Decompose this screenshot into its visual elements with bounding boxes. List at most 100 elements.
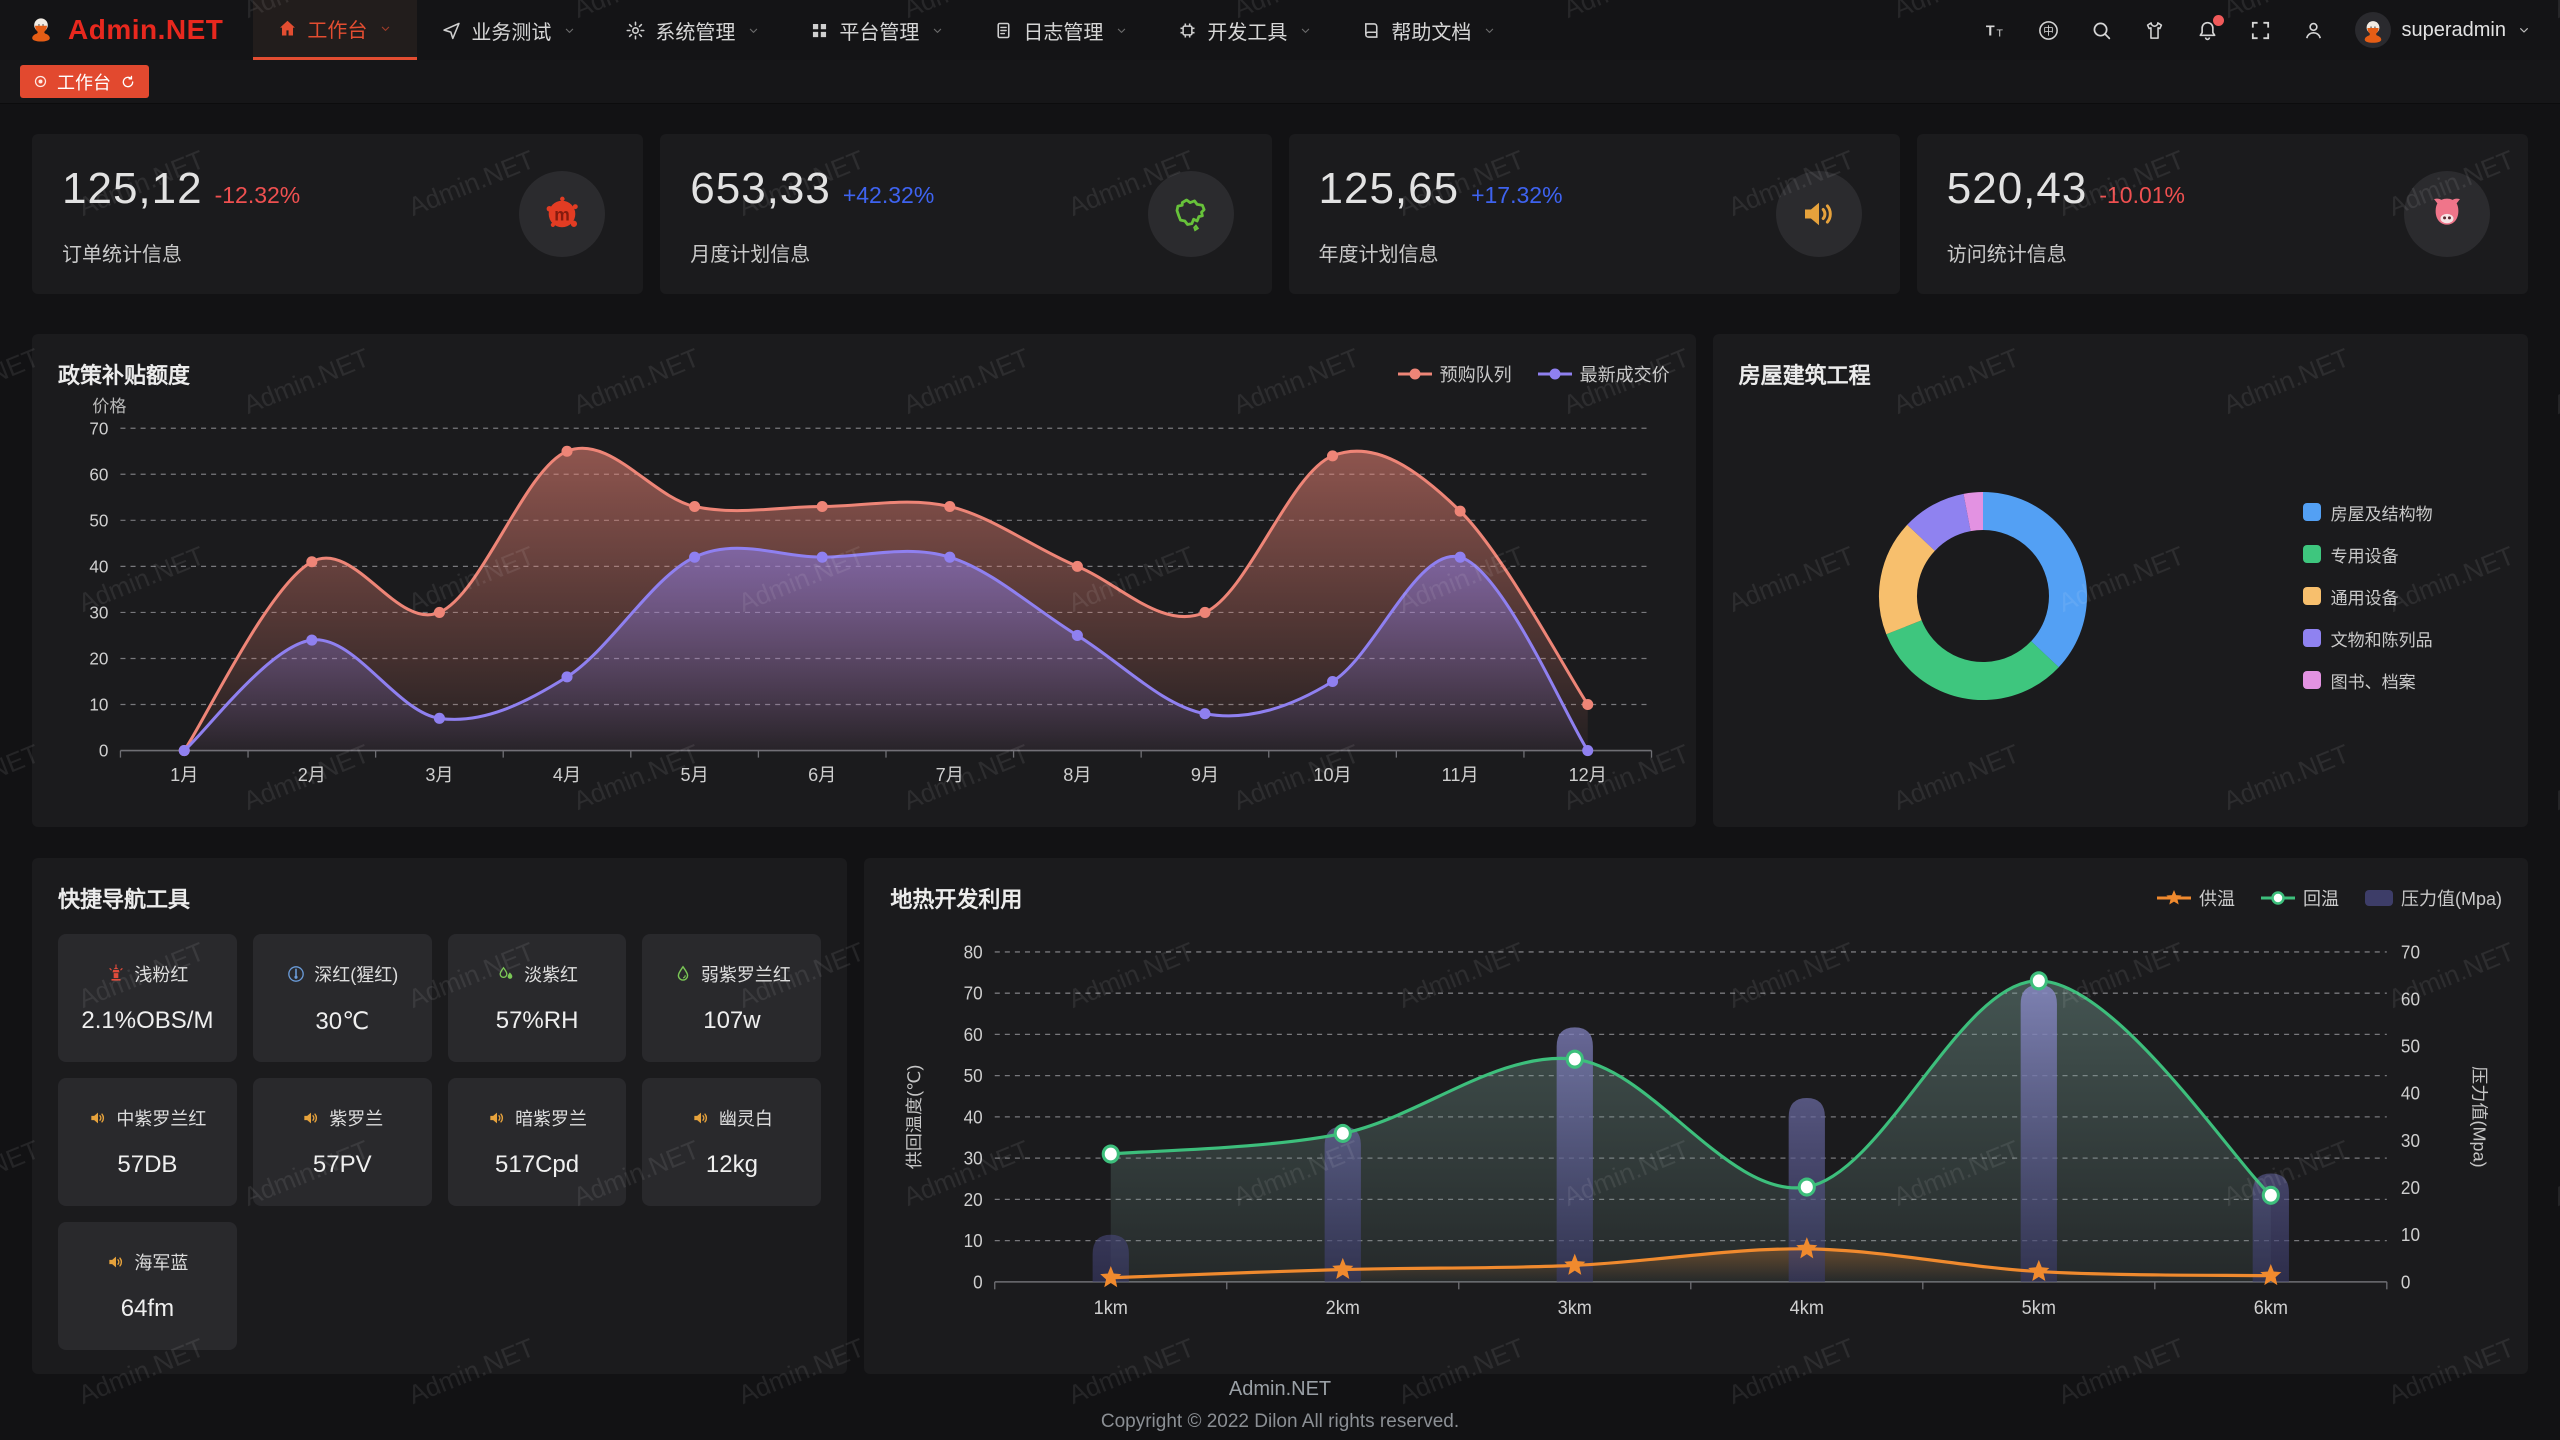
legend-专用设备[interactable]: 专用设备 xyxy=(2302,542,2433,567)
svg-text:0: 0 xyxy=(2401,1272,2411,1293)
stats-row: 125,12 -12.32% 订单统计信息 m 653,33 +42.32% 月… xyxy=(32,134,2528,294)
svg-text:60: 60 xyxy=(964,1024,983,1045)
svg-text:供回温度(℃): 供回温度(℃) xyxy=(905,1065,924,1170)
quicknav-item-6[interactable]: 暗紫罗兰 517Cpd xyxy=(447,1078,627,1206)
quicknav-item-2[interactable]: 淡紫红 57%RH xyxy=(447,934,627,1062)
menu-label: 平台管理 xyxy=(839,21,920,44)
subsidy-chart-legend: 预购队列 最新成交价 xyxy=(1397,361,1670,387)
svg-text:压力值(Mpa): 压力值(Mpa) xyxy=(2470,1066,2489,1167)
tab-label: 工作台 xyxy=(57,72,111,93)
quicknav-value: 64fm xyxy=(120,1295,175,1322)
tab-bar: 工作台 xyxy=(0,60,2560,104)
svg-text:1月: 1月 xyxy=(170,765,198,785)
housing-donut-canvas[interactable] xyxy=(1863,476,2103,716)
menu-platform-mgmt[interactable]: 平台管理 xyxy=(785,0,969,60)
menu-system-mgmt[interactable]: 系统管理 xyxy=(601,0,785,60)
quicknav-item-5[interactable]: 紫罗兰 57PV xyxy=(252,1078,432,1206)
speaker-icon xyxy=(109,1256,123,1268)
bottom-row: 快捷导航工具 浅粉红 2.1%OBS/M 深红(猩红) 30℃ 淡紫红 57%R… xyxy=(32,858,2528,1374)
quicknav-item-1[interactable]: 深红(猩红) 30℃ xyxy=(252,934,432,1062)
stat-delta: +42.32% xyxy=(842,182,935,208)
svg-text:中: 中 xyxy=(2044,24,2055,37)
stat-label: 订单统计信息 xyxy=(62,244,182,266)
refresh-icon[interactable] xyxy=(120,74,136,90)
geothermal-chart-canvas[interactable]: 0 10 20 30 40 50 60 70 80 0 10 20 30 40 50 60 70 1km 2km 3k… xyxy=(890,920,2502,1350)
svg-text:6km: 6km xyxy=(2254,1296,2288,1318)
legend-swatch xyxy=(2302,671,2321,690)
user-name: superadmin xyxy=(2401,18,2506,41)
dot-circle-icon xyxy=(34,75,47,88)
menu-label: 帮助文档 xyxy=(1391,21,1472,44)
user-icon-button[interactable] xyxy=(2302,19,2325,42)
legend-房屋及结构物[interactable]: 房屋及结构物 xyxy=(2302,500,2433,525)
svg-text:5km: 5km xyxy=(2022,1296,2056,1318)
mascot-icon xyxy=(32,18,50,42)
app-logo[interactable]: Admin.NET xyxy=(0,0,253,60)
speaker-icon xyxy=(91,1112,105,1124)
stat-card-2: 125,65 +17.32% 年度计划信息 xyxy=(1288,134,1900,294)
housing-donut-legend: 房屋及结构物 专用设备 通用设备 文物和陈列品 图书、档案 xyxy=(2302,500,2433,693)
menu-log-mgmt[interactable]: 日志管理 xyxy=(969,0,1153,60)
stat-delta: +17.32% xyxy=(1471,182,1563,208)
svg-text:50: 50 xyxy=(964,1066,983,1087)
quicknav-item-7[interactable]: 幽灵白 12kg xyxy=(642,1078,822,1206)
housing-donut-title: 房屋建筑工程 xyxy=(1738,363,1871,388)
svg-text:1km: 1km xyxy=(1094,1296,1128,1318)
menu-workbench[interactable]: 工作台 xyxy=(253,0,418,60)
locale-icon-button[interactable]: 中 xyxy=(2037,19,2060,42)
cat-icon xyxy=(2434,198,2460,225)
legend-swatch xyxy=(2302,545,2321,564)
quicknav-grid: 浅粉红 2.1%OBS/M 深红(猩红) 30℃ 淡紫红 57%RH 弱紫罗兰红… xyxy=(58,934,822,1350)
brand-name: Admin.NET xyxy=(68,14,224,45)
bell-icon-button[interactable] xyxy=(2196,14,2225,42)
legend-line-dot-marker xyxy=(1397,368,1432,380)
fullscreen-icon-button[interactable] xyxy=(2249,19,2272,42)
legend-回温[interactable]: 回温 xyxy=(2260,885,2339,911)
stat-card-1: 653,33 +42.32% 月度计划信息 xyxy=(660,134,1272,294)
subsidy-chart-canvas[interactable]: 0 10 20 30 40 50 60 70 1月 2月 3月 4月 5月 6月 7月 8月 9月 10月 11月 1… xyxy=(58,396,1670,803)
mascot-icon xyxy=(2365,21,2382,43)
svg-text:2km: 2km xyxy=(1326,1296,1360,1318)
svg-text:70: 70 xyxy=(89,419,108,438)
user-avatar xyxy=(2355,12,2392,48)
dot-circle-icon xyxy=(33,74,48,89)
theme-icon-button[interactable] xyxy=(2143,19,2166,42)
user-menu[interactable]: superadmin xyxy=(2355,12,2532,48)
stat-delta: -12.32% xyxy=(214,182,301,208)
quicknav-item-8[interactable]: 海军蓝 64fm xyxy=(58,1222,237,1350)
hydrant-icon xyxy=(109,964,123,981)
legend-压力值(Mpa)[interactable]: 压力值(Mpa) xyxy=(2364,885,2502,911)
quicknav-item-3[interactable]: 弱紫罗兰红 107w xyxy=(642,934,822,1062)
legend-预购队列[interactable]: 预购队列 xyxy=(1397,361,1512,387)
refresh-icon xyxy=(122,75,134,87)
menu-business-test[interactable]: 业务测试 xyxy=(417,0,601,60)
user-icon xyxy=(2306,22,2322,38)
quicknav-value: 57DB xyxy=(117,1151,178,1178)
menu-dev-tools[interactable]: 开发工具 xyxy=(1153,0,1337,60)
speaker-icon xyxy=(1804,202,1832,226)
svg-text:11月: 11月 xyxy=(1442,765,1479,785)
legend-最新成交价[interactable]: 最新成交价 xyxy=(1537,361,1670,387)
quicknav-value: 30℃ xyxy=(315,1007,370,1035)
quicknav-item-0[interactable]: 浅粉红 2.1%OBS/M xyxy=(58,934,237,1062)
quicknav-value: 517Cpd xyxy=(495,1151,580,1178)
home-icon xyxy=(280,20,296,36)
speaker-icon xyxy=(304,1112,318,1124)
legend-文物和陈列品[interactable]: 文物和陈列品 xyxy=(2302,626,2433,651)
menu-label: 业务测试 xyxy=(471,21,552,44)
chevron-down-icon xyxy=(566,28,574,33)
stat-card-0: 125,12 -12.32% 订单统计信息 m xyxy=(32,134,644,294)
legend-图书、档案[interactable]: 图书、档案 xyxy=(2302,668,2433,693)
legend-line-dot-marker xyxy=(1537,368,1572,380)
quicknav-item-4[interactable]: 中紫罗兰红 57DB xyxy=(58,1078,237,1206)
svg-text:0: 0 xyxy=(973,1272,983,1293)
svg-text:50: 50 xyxy=(2401,1036,2420,1057)
tab-workbench[interactable]: 工作台 xyxy=(20,65,149,98)
legend-供温[interactable]: 供温 xyxy=(2156,885,2235,911)
search-icon-button[interactable] xyxy=(2090,19,2113,42)
legend-swatch xyxy=(2302,503,2321,522)
legend-通用设备[interactable]: 通用设备 xyxy=(2302,584,2433,609)
menu-help-docs[interactable]: 帮助文档 xyxy=(1337,0,1521,60)
menu-label: 日志管理 xyxy=(1023,21,1104,44)
